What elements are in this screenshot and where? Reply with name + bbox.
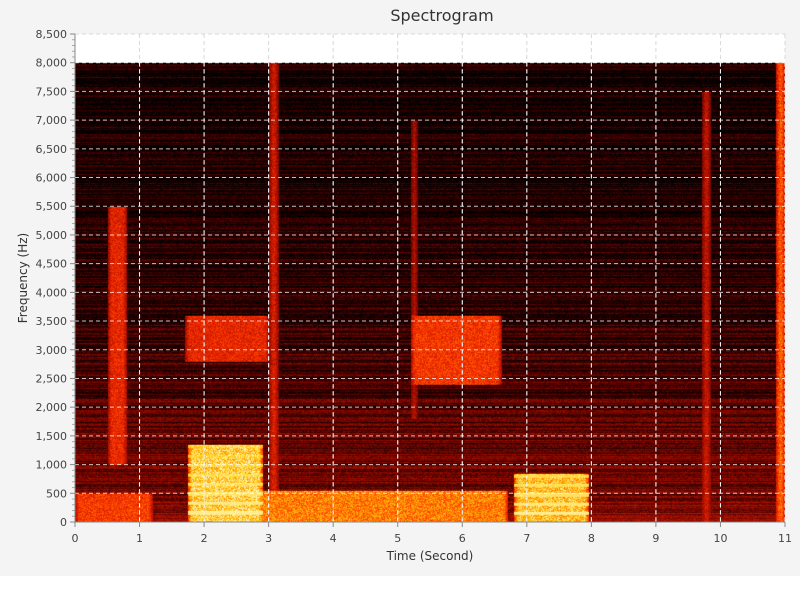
y-tick-label: 5,500	[36, 200, 68, 213]
x-tick-label: 0	[72, 532, 79, 545]
x-tick-label: 6	[459, 532, 466, 545]
chart-title: Spectrogram	[390, 6, 493, 25]
y-tick-label: 7,000	[36, 114, 68, 127]
x-tick-label: 3	[265, 532, 272, 545]
y-tick-label: 4,000	[36, 286, 68, 299]
y-tick-label: 4,500	[36, 258, 68, 271]
x-axis-label: Time (Second)	[386, 549, 474, 563]
x-tick-label: 8	[588, 532, 595, 545]
x-tick-label: 9	[652, 532, 659, 545]
chart-panel: 0 1 2 3 4 5 6 7 8 9 10 11 0 500 1,000 1,500 2,000 2,500 3,…	[0, 0, 800, 576]
y-tick-label: 2,000	[36, 401, 68, 414]
y-tick-label: 8,000	[36, 57, 68, 70]
y-tick-label: 1,500	[36, 430, 68, 443]
y-tick-label: 3,500	[36, 315, 68, 328]
spectrogram-chart: 0 1 2 3 4 5 6 7 8 9 10 11 0 500 1,000 1,500 2,000 2,500 3,…	[16, 6, 792, 563]
x-tick-label: 1	[136, 532, 143, 545]
y-tick-label: 1,000	[36, 459, 68, 472]
x-tick-label: 5	[394, 532, 401, 545]
y-tick-label: 6,500	[36, 143, 68, 156]
y-tick-label: 3,000	[36, 344, 68, 357]
x-tick-label: 7	[523, 532, 530, 545]
y-tick-label: 5,000	[36, 229, 68, 242]
x-tick-label: 10	[713, 532, 727, 545]
x-tick-label: 4	[330, 532, 337, 545]
y-axis-label: Frequency (Hz)	[16, 233, 30, 324]
y-tick-label: 500	[46, 487, 67, 500]
x-tick-label: 2	[201, 532, 208, 545]
y-tick-label: 0	[60, 516, 67, 529]
y-tick-label: 2,500	[36, 372, 68, 385]
y-tick-label: 8,500	[36, 28, 68, 41]
y-tick-label: 7,500	[36, 85, 68, 98]
x-tick-label: 11	[778, 532, 792, 545]
y-tick-label: 6,000	[36, 172, 68, 185]
